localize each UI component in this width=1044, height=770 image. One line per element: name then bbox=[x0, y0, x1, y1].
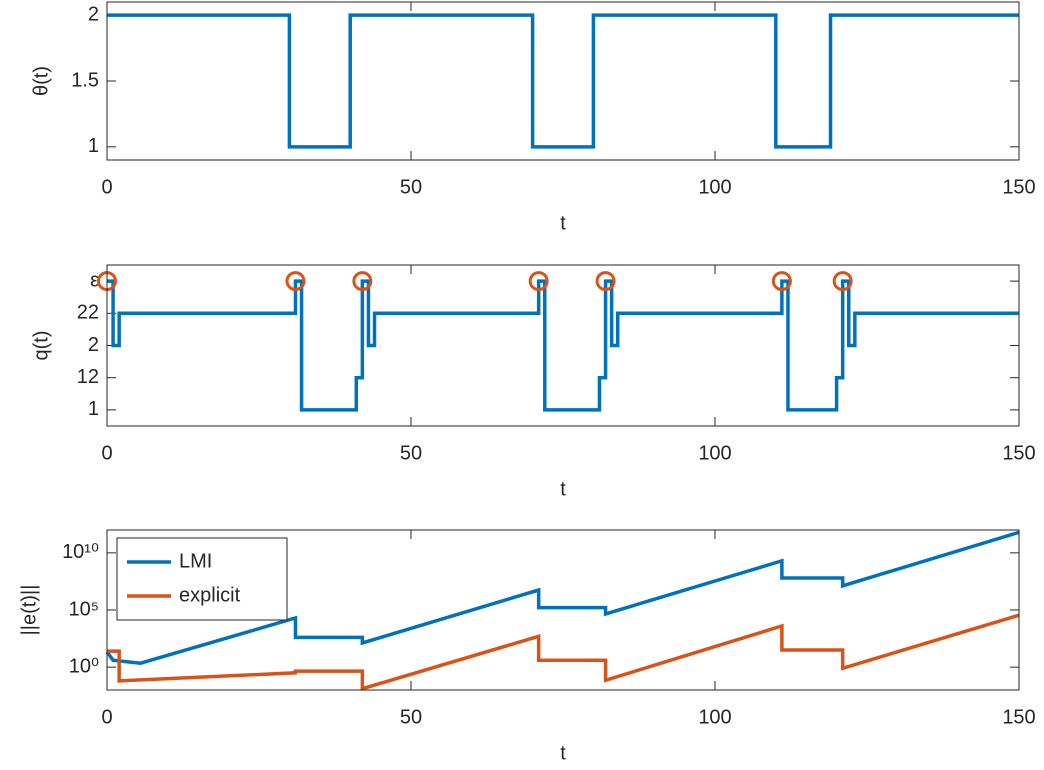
axes-box bbox=[106, 529, 1020, 691]
y-tick-label: 1.5 bbox=[71, 69, 99, 91]
y-tick-label: 10¹⁰ bbox=[62, 541, 99, 563]
x-axis-label: t bbox=[560, 478, 566, 500]
series-line bbox=[105, 530, 1020, 666]
y-tick-label: 12 bbox=[77, 366, 99, 388]
y-axis-label: θ(t) bbox=[30, 66, 52, 96]
series-line bbox=[107, 13, 1019, 149]
y-tick-label: 2 bbox=[88, 3, 99, 25]
plot-area bbox=[107, 2, 1019, 160]
x-tick-label: 100 bbox=[698, 706, 731, 728]
x-tick-label: 50 bbox=[400, 176, 422, 198]
axes-box bbox=[106, 1, 1020, 161]
x-tick-label: 0 bbox=[101, 706, 112, 728]
x-tick-label: 0 bbox=[101, 176, 112, 198]
series-line bbox=[107, 279, 1019, 412]
marker bbox=[352, 271, 373, 292]
series-line bbox=[107, 613, 1020, 692]
marker bbox=[528, 271, 549, 292]
x-axis-label: t bbox=[560, 742, 566, 764]
legend-label: explicit bbox=[179, 584, 241, 606]
y-tick-label: 2 bbox=[88, 334, 99, 356]
axes: 0 50 100 150 1 1.5 2 t θ(t) bbox=[30, 1, 1036, 234]
x-tick-label: 50 bbox=[400, 706, 422, 728]
marker bbox=[285, 271, 306, 292]
y-tick-label: 10⁵ bbox=[68, 598, 99, 620]
marker bbox=[832, 271, 853, 292]
marker bbox=[771, 271, 792, 292]
legend: LMI explicit bbox=[116, 537, 288, 621]
x-tick-label: 150 bbox=[1002, 176, 1035, 198]
x-tick-label: 100 bbox=[698, 176, 731, 198]
x-tick-label: 0 bbox=[101, 442, 112, 464]
axes-box bbox=[106, 264, 1020, 427]
legend-label: LMI bbox=[179, 550, 212, 572]
marker bbox=[595, 271, 616, 292]
x-axis-label: t bbox=[560, 212, 566, 234]
y-tick-label: 22 bbox=[77, 302, 99, 324]
y-tick-label: 1 bbox=[88, 135, 99, 157]
legend-box bbox=[116, 537, 288, 621]
x-tick-label: 50 bbox=[400, 442, 422, 464]
plot-area bbox=[107, 265, 1019, 426]
y-tick-label: 10⁰ bbox=[69, 655, 99, 677]
y-axis-label: ||e(t)|| bbox=[18, 585, 40, 636]
x-tick-label: 150 bbox=[1002, 442, 1035, 464]
x-tick-label: 100 bbox=[698, 442, 731, 464]
x-tick-label: 150 bbox=[1002, 706, 1035, 728]
y-tick-label: ε bbox=[90, 269, 99, 291]
y-tick-label: 1 bbox=[88, 398, 99, 420]
y-axis-label: q(t) bbox=[30, 331, 52, 361]
